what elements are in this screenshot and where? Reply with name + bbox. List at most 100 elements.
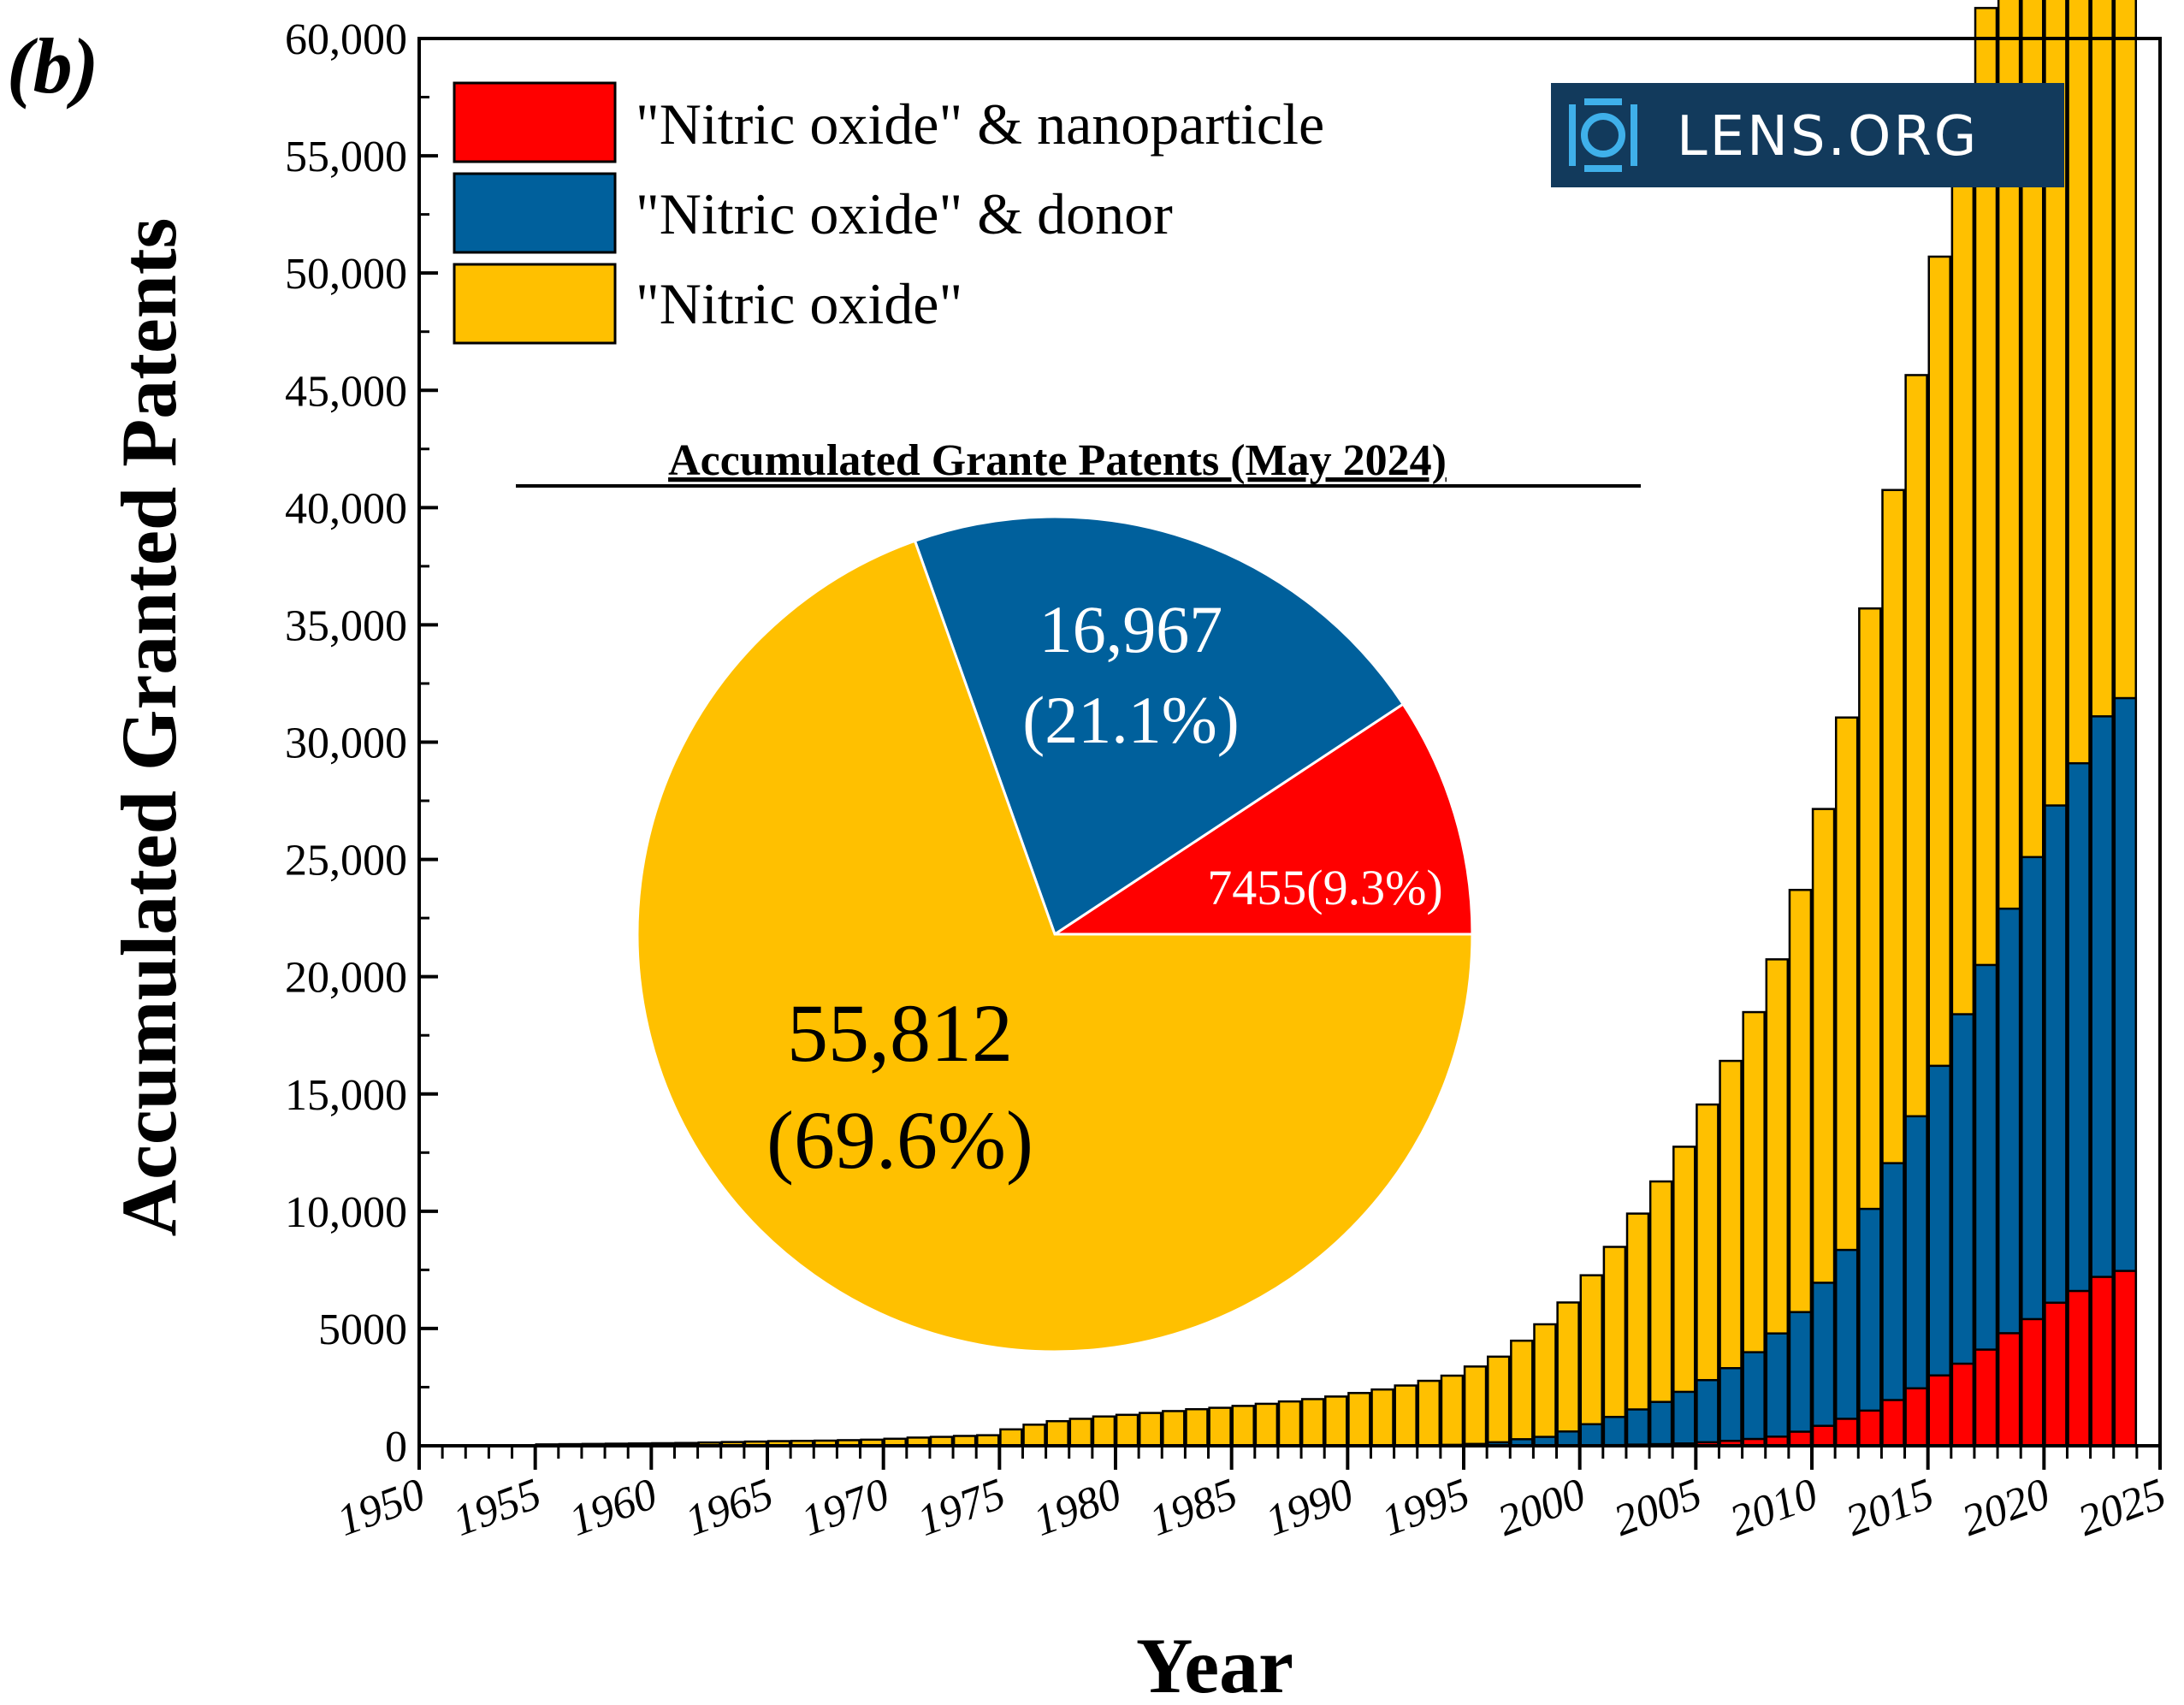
y-tick-label: 5000 — [318, 1305, 407, 1354]
bar-2023-series-0 — [2090, 1276, 2114, 1447]
bar-1988-series-2 — [1277, 1400, 1302, 1447]
bar-2000-series-1 — [1556, 1430, 1580, 1447]
bar-2013-series-1 — [1858, 1207, 1882, 1447]
y-tick-label: 50,000 — [285, 250, 407, 299]
bar-1980-series-2 — [1092, 1415, 1116, 1447]
x-tick-label: 1965 — [679, 1470, 779, 1546]
pie-chart: Accumulated Grante Patents (May 2024) 74… — [516, 436, 1641, 1353]
bar-2010-series-0 — [1788, 1430, 1813, 1447]
bar-1981-series-2 — [1115, 1413, 1139, 1447]
bar-2013-series-0 — [1858, 1409, 1882, 1447]
y-tick-label: 15,000 — [285, 1071, 407, 1120]
pie-label-nitric-oxide-value: 55,812 — [787, 987, 1013, 1079]
y-tick-label: 45,000 — [285, 367, 407, 416]
bar-2006-series-1 — [1696, 1378, 1719, 1447]
x-axis: 1950 1955 1960 1965 1970 1975 1980 1985 1990 1995… — [331, 1446, 2172, 1546]
legend-swatch-donor — [453, 172, 617, 254]
x-axis-title: Year — [1136, 1622, 1293, 1705]
y-tick-label: 60,000 — [285, 15, 407, 64]
bar-2019-series-0 — [1997, 1332, 2021, 1447]
bar-2002-series-2 — [1602, 1246, 1627, 1447]
legend-label-nanoparticle: "Nitric oxide" & nanoparticle — [636, 92, 1324, 157]
bar-1977-series-2 — [1022, 1424, 1046, 1447]
bar-1997-series-2 — [1486, 1355, 1511, 1447]
bar-2001-series-1 — [1579, 1423, 1603, 1447]
bar-2015-series-0 — [1904, 1387, 1928, 1447]
x-tick-label: 1995 — [1376, 1470, 1476, 1546]
x-tick-label: 2000 — [1492, 1470, 1592, 1546]
bar-2018-series-0 — [1974, 1348, 1998, 1447]
x-tick-label: 2020 — [1956, 1470, 2056, 1546]
bar-1989-series-2 — [1300, 1398, 1325, 1447]
x-tick-label: 2025 — [2072, 1470, 2172, 1546]
pie-slice-1 — [913, 515, 1406, 937]
bar-1994-series-2 — [1417, 1379, 1441, 1447]
bar-1999-series-2 — [1533, 1323, 1557, 1447]
y-axis-title: Accumulated Granted Patents — [105, 218, 192, 1237]
bar-1982-series-2 — [1138, 1412, 1163, 1447]
legend: "Nitric oxide" & nanoparticle "Nitric ox… — [453, 81, 1324, 345]
bar-2001-series-2 — [1579, 1274, 1603, 1447]
bar-1984-series-2 — [1185, 1407, 1209, 1447]
legend-label-donor: "Nitric oxide" & donor — [636, 181, 1173, 246]
bar-1995-series-2 — [1440, 1374, 1465, 1447]
bar-2000-series-2 — [1556, 1301, 1580, 1447]
x-tick-label: 1970 — [796, 1470, 896, 1546]
legend-label-nitric-oxide: "Nitric oxide" — [636, 271, 962, 336]
bar-1986-series-2 — [1231, 1405, 1255, 1447]
x-tick-label: 2015 — [1840, 1470, 1940, 1546]
bar-series-group — [535, 0, 2138, 1447]
bar-1996-series-2 — [1463, 1365, 1488, 1447]
x-tick-label: 2010 — [1724, 1470, 1824, 1546]
pie-label-nitric-oxide-percent: (69.6%) — [766, 1094, 1033, 1186]
x-tick-label: 1975 — [911, 1470, 1011, 1546]
bar-2011-series-1 — [1811, 1282, 1836, 1447]
bar-1992-series-2 — [1370, 1388, 1394, 1447]
lens-logo: LENS.ORG — [1551, 83, 2064, 187]
bar-2020-series-0 — [2021, 1317, 2045, 1447]
x-tick-label: 1985 — [1144, 1470, 1244, 1546]
bar-1983-series-2 — [1162, 1410, 1186, 1447]
bar-1990-series-2 — [1324, 1395, 1348, 1447]
bar-1998-series-2 — [1510, 1339, 1534, 1447]
bar-2022-series-0 — [2067, 1289, 2091, 1447]
bar-1976-series-2 — [999, 1428, 1023, 1447]
bar-2012-series-0 — [1834, 1418, 1859, 1447]
y-tick-label: 20,000 — [285, 954, 407, 1003]
panel-label: (b) — [7, 22, 98, 110]
pie-label-nanoparticle: 7455(9.3%) — [1207, 860, 1442, 915]
bar-2021-series-0 — [2044, 1301, 2068, 1447]
x-tick-label: 1955 — [447, 1470, 547, 1546]
pie-label-donor-percent: (21.1%) — [1022, 683, 1239, 757]
bar-2016-series-0 — [1927, 1374, 1951, 1447]
x-tick-label: 1980 — [1027, 1470, 1128, 1546]
bar-2002-series-1 — [1602, 1416, 1627, 1447]
lens-logo-text: LENS.ORG — [1677, 105, 1979, 169]
bar-2010-series-1 — [1788, 1311, 1813, 1447]
bar-2014-series-0 — [1881, 1399, 1905, 1447]
bar-2024-series-0 — [2113, 1270, 2138, 1447]
y-tick-label: 40,000 — [285, 484, 407, 533]
y-tick-label: 35,000 — [285, 601, 407, 650]
bar-2012-series-1 — [1834, 1248, 1859, 1447]
bar-2011-series-0 — [1811, 1424, 1836, 1447]
x-tick-label: 1950 — [331, 1470, 431, 1546]
pie-slice-0 — [1051, 702, 1474, 936]
legend-swatch-nanoparticle — [453, 81, 617, 163]
bar-2014-series-1 — [1881, 1162, 1905, 1447]
bar-1979-series-2 — [1068, 1418, 1093, 1447]
y-tick-label: 25,000 — [285, 837, 407, 885]
legend-swatch-nitric-oxide — [453, 263, 617, 345]
bar-2003-series-1 — [1625, 1408, 1650, 1447]
y-axis: 0 5000 10,000 15,000 20,000 25,000 30,000 35,00… — [285, 15, 438, 1471]
bar-1985-series-2 — [1208, 1406, 1232, 1447]
bar-2009-series-1 — [1765, 1332, 1790, 1447]
lens-logo-icon — [1569, 98, 1637, 172]
pie-label-donor-value: 16,967 — [1039, 592, 1223, 666]
x-tick-label: 1990 — [1259, 1470, 1359, 1546]
x-tick-label: 2005 — [1607, 1470, 1708, 1546]
bar-2003-series-2 — [1625, 1212, 1650, 1447]
y-tick-label: 55,000 — [285, 133, 407, 181]
y-tick-label: 30,000 — [285, 719, 407, 768]
